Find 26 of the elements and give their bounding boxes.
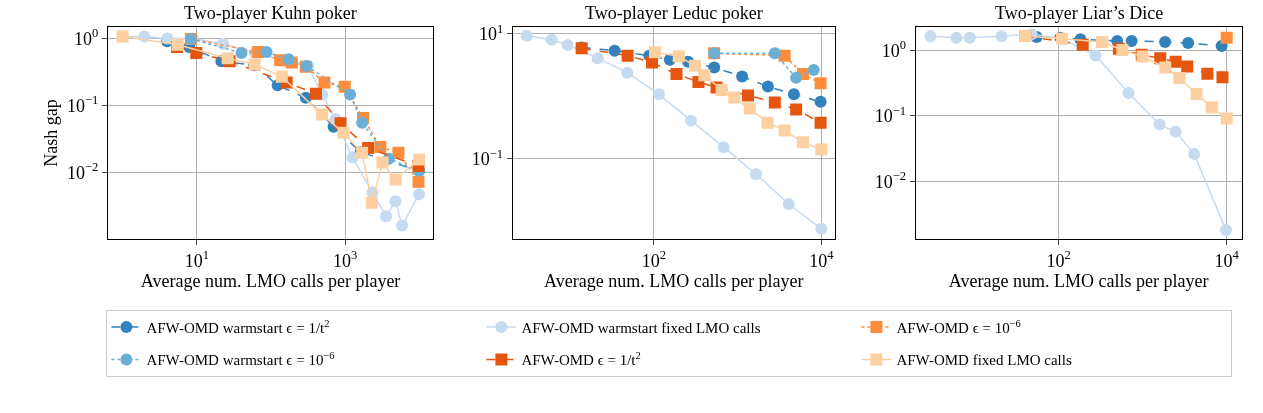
y-tick-label: 10$^{−1}$ <box>471 146 504 170</box>
x-tick-label: 10$^{4}$ <box>809 248 835 271</box>
chart-title: Two-player Liar’s Dice <box>995 3 1164 23</box>
y-tick-label: 10$^{−1}$ <box>874 103 907 127</box>
x-tick-label: 10$^{3}$ <box>332 248 358 271</box>
legend-label: AFW-OMD ϵ = 10$^{−6}$ <box>896 317 1021 336</box>
x-tick-label: 10$^{4}$ <box>1214 248 1240 271</box>
chart-title: Two-player Kuhn poker <box>184 3 357 23</box>
legend-label: AFW-OMD fixed LMO calls <box>896 352 1072 369</box>
y-axis-title: Nash gap <box>41 99 62 167</box>
y-tick-label: 10$^{−1}$ <box>66 93 99 116</box>
legend-label: AFW-OMD warmstart ϵ = 10$^{−6}$ <box>146 350 335 369</box>
x-tick-label: 10$^{2}$ <box>641 248 667 271</box>
y-tick-label: 10$^{0}$ <box>74 26 99 49</box>
x-axis-title: Average num. LMO calls per player <box>948 270 1209 291</box>
legend-label: AFW-OMD ϵ = 1/t$^{2}$ <box>521 350 641 369</box>
legend-label: AFW-OMD warmstart ϵ = 1/t$^{2}$ <box>146 317 330 336</box>
chart-title: Two-player Leduc poker <box>585 3 763 23</box>
y-tick-label: 10$^{0}$ <box>881 38 907 61</box>
y-tick-label: 10$^{−2}$ <box>66 160 99 183</box>
x-tick-label: 10$^{2}$ <box>1046 248 1071 271</box>
x-tick-label: 10$^{1}$ <box>184 248 210 271</box>
x-axis-title: Average num. LMO calls per player <box>544 270 804 291</box>
legend-label: AFW-OMD warmstart fixed LMO calls <box>521 319 761 336</box>
y-tick-label: 10$^{−2}$ <box>874 168 907 192</box>
x-axis-title: Average num. LMO calls per player <box>140 270 401 291</box>
